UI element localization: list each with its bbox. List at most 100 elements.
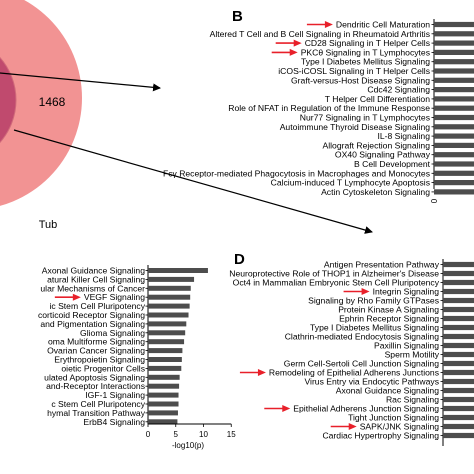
panel-d-category-label: Cardiac Hypertrophy Signaling: [322, 431, 439, 441]
panel-c-category-label: ulated Apoptosis Signaling: [44, 372, 145, 382]
panel-c-category-label: hymal Transition Pathway: [47, 408, 146, 418]
panel-d-category-label: Neuroprotective Role of THOP1 in Alzheim…: [229, 269, 439, 279]
panel-b-x-tick-label: 0: [430, 198, 439, 203]
venn-count: 1468: [39, 95, 66, 109]
panel-b-bar: [434, 31, 474, 37]
panel-c-category-label: VEGF Signaling: [84, 292, 145, 302]
panel-d-category-label: Tight Junction Signaling: [348, 413, 439, 423]
panel-b-category-label: Actin Cytoskeleton Signaling: [321, 187, 430, 197]
panel-b-highlight-arrow: [275, 39, 302, 47]
panel-c-category-label: oma Multiforme Signaling: [48, 337, 145, 347]
panel-c-category-label: Axonal Guidance Signaling: [42, 266, 145, 276]
panel-b-category-label: T Helper Cell Differentiation: [325, 94, 430, 104]
panel-d-bar: [443, 270, 474, 277]
panel-c-bar: [148, 419, 178, 425]
panel-d-bar: [443, 405, 474, 412]
panel-c-category-label: and Pigmentation Signaling: [40, 319, 145, 329]
panel-c-category-label: ErbB4 Signaling: [83, 417, 145, 427]
panel-d-bar: [443, 387, 474, 394]
panel-b-bar: [434, 189, 474, 195]
panel-d-category-label: Signaling by Rho Family GTPases: [308, 296, 439, 306]
panel-c-category-label: c Stem Cell Pluripotency: [51, 399, 145, 409]
panel-d-category-label: Antigen Presentation Pathway: [324, 260, 440, 270]
venn-set-name: Tub: [39, 219, 58, 231]
panel-d-bar: [443, 315, 474, 322]
chart-panel-d: Antigen Presentation PathwayNeuroprotect…: [229, 259, 474, 446]
panel-b-category-label: Nur77 Signaling in T Lymphocytes: [300, 113, 430, 123]
panel-d-category-label: Type I Diabetes Mellitus Signaling: [310, 323, 439, 333]
venn-inner-circle: [0, 56, 17, 144]
panel-c-bar: [148, 348, 183, 354]
panel-d-highlight-arrow: [330, 423, 357, 430]
panel-c-bar: [148, 339, 185, 345]
panel-d-bar: [443, 432, 474, 439]
panel-d-category-label: Remodeling of Epithelial Adherens Juncti…: [269, 368, 439, 378]
panel-c-bar: [148, 321, 187, 327]
panel-b-bar: [434, 87, 474, 93]
panel-d-category-label: Virus Entry via Endocytic Pathways: [304, 377, 439, 387]
panel-c-bar: [148, 294, 191, 300]
panel-c-highlight-arrow: [54, 293, 81, 301]
panel-d-bar: [443, 396, 474, 403]
panel-c-bar: [148, 374, 180, 380]
panel-b-bar: [434, 40, 474, 46]
connector-arrow-to-d: [13, 129, 373, 234]
panel-c-x-axis-label: -log10(p): [172, 441, 204, 450]
panel-b-bar: [434, 170, 474, 176]
panel-b-category-label: CD28 Signaling in T Helper Cells: [305, 38, 430, 48]
panel-c-category-label: ular Mechanisms of Cancer: [40, 283, 145, 293]
panel-d-category-label: Paxillin Signaling: [374, 341, 439, 351]
panel-b-bar: [434, 152, 474, 158]
panel-b-category-label: Graft-versus-Host Disease Signaling: [291, 75, 430, 85]
panel-c-bar: [148, 365, 182, 371]
panel-c-category-label: corticoid Receptor Signaling: [38, 310, 145, 320]
panel-b-category-label: OX40 Signaling Pathway: [335, 150, 431, 160]
panel-c-category-label: and-Receptor Interactions: [46, 381, 145, 391]
panel-c-bar: [148, 357, 182, 362]
panel-c-category-label: atural Killer Cell Signaling: [47, 274, 145, 284]
panel-d-bar: [443, 378, 474, 385]
panel-c-bar: [148, 285, 191, 291]
panel-b-category-label: Allograft Rejection Signaling: [323, 140, 431, 150]
panel-b-bar: [434, 21, 474, 28]
panel-c-bar: [148, 276, 195, 282]
panel-b-category-label: iCOS-iCOSL Signaling in T Helper Cells: [278, 66, 430, 76]
panel-c-category-label: Ovarian Cancer Signaling: [47, 346, 145, 356]
panel-b-bar: [434, 59, 474, 65]
panel-c-bar: [148, 303, 190, 309]
panel-b-category-label: Fcγ Receptor-mediated Phagocytosis in Ma…: [163, 168, 430, 178]
panel-label-b: B: [232, 8, 243, 25]
panel-d-bar: [443, 423, 474, 430]
panel-c-bar: [148, 392, 179, 398]
panel-d-bar: [443, 414, 474, 421]
panel-d-bar: [443, 351, 474, 358]
panel-c-category-label: oietic Progenitor Cells: [61, 363, 145, 373]
panel-d-bar: [443, 279, 474, 286]
panel-b-category-label: Cdc42 Signaling: [367, 85, 430, 95]
panel-b-category-label: PKCθ Signaling in T Lymphocytes: [301, 47, 430, 57]
panel-c-bar: [148, 312, 189, 318]
panel-b-highlight-arrow: [271, 48, 298, 56]
panel-b-bar: [434, 68, 474, 74]
panel-d-bar: [443, 261, 474, 268]
panel-d-category-label: Epithelial Adherens Junction Signaling: [293, 404, 439, 414]
panel-b-category-label: Calcium-induced T Lymphocyte Apoptosis: [271, 178, 430, 188]
panel-c-bar: [148, 401, 179, 407]
panel-d-category-label: SAPK/JNK Signaling: [360, 422, 440, 432]
panel-d-bar: [443, 288, 474, 295]
panel-b-bar: [434, 105, 474, 111]
panel-d-category-label: Germ Cell-Sertoli Cell Junction Signalin…: [284, 359, 439, 369]
panel-d-category-label: Axonal Guidance Signaling: [336, 386, 439, 396]
panel-b-highlight-arrow: [306, 21, 333, 28]
panel-c-category-label: IGF-1 Signaling: [85, 390, 145, 400]
panel-d-bar: [443, 360, 474, 367]
panel-c-x-tick-label: 5: [174, 430, 179, 439]
panel-b-category-label: Dendritic Cell Maturation: [336, 20, 430, 30]
panel-b-category-label: Altered T Cell and B Cell Signaling in R…: [210, 29, 430, 39]
panel-d-category-label: Oct4 in Mammalian Embryonic Stem Cell Pl…: [233, 278, 440, 288]
panel-d-category-label: Sperm Motility: [385, 350, 440, 360]
panel-label-d: D: [234, 251, 245, 268]
